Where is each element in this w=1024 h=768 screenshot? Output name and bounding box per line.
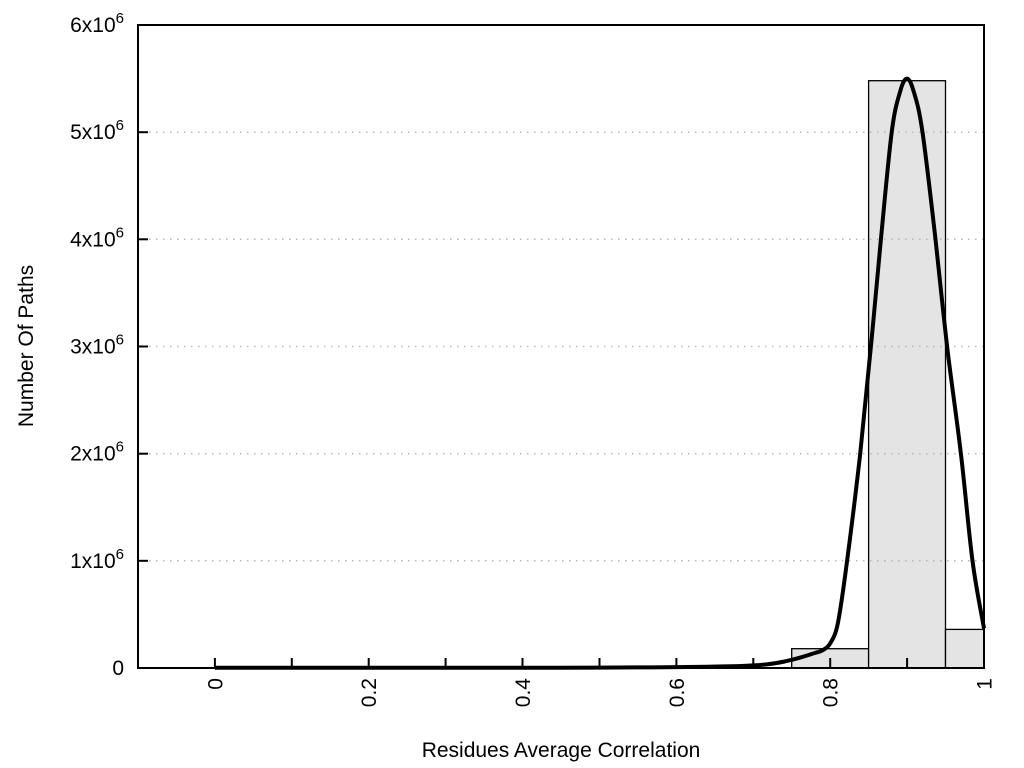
y-axis-ticks bbox=[138, 24, 148, 669]
y-axis-title: Number Of Paths bbox=[15, 265, 38, 427]
y-tick-label: 6x106 bbox=[70, 10, 124, 37]
x-tick-label: 0.2 bbox=[358, 678, 381, 707]
y-tick-exponent: 6 bbox=[116, 546, 124, 563]
y-tick-exponent: 6 bbox=[116, 439, 124, 456]
y-tick-label: 1x106 bbox=[70, 546, 124, 573]
y-tick-label: 0 bbox=[112, 657, 124, 680]
x-tick-label: 0.8 bbox=[820, 678, 843, 707]
x-tick-label: 1 bbox=[974, 678, 997, 690]
y-tick-exponent: 6 bbox=[116, 224, 124, 241]
y-gridlines bbox=[149, 131, 983, 562]
y-tick-label: 3x106 bbox=[70, 332, 124, 359]
x-axis-ticks bbox=[213, 658, 985, 668]
y-tick-exponent: 6 bbox=[116, 10, 124, 27]
y-tick-label: 2x106 bbox=[70, 439, 124, 466]
y-tick-exponent: 6 bbox=[116, 332, 124, 349]
x-axis-title: Residues Average Correlation bbox=[422, 739, 701, 762]
histogram-bar bbox=[867, 80, 947, 669]
y-tick-exponent: 6 bbox=[116, 117, 124, 134]
histogram-bars bbox=[791, 80, 985, 669]
y-tick-label: 4x106 bbox=[70, 224, 124, 251]
x-tick-labels: 0 0.2 0.4 0.6 0.8 1 bbox=[204, 678, 996, 708]
x-tick-label: 0 bbox=[204, 678, 227, 690]
histogram-bar bbox=[944, 628, 985, 669]
x-tick-label: 0.4 bbox=[512, 678, 535, 708]
y-tick-labels: 0 1x106 2x106 3x106 4x106 5x106 6x106 bbox=[70, 10, 124, 680]
x-tick-label: 0.6 bbox=[666, 678, 689, 707]
y-tick-label: 5x106 bbox=[70, 117, 124, 144]
